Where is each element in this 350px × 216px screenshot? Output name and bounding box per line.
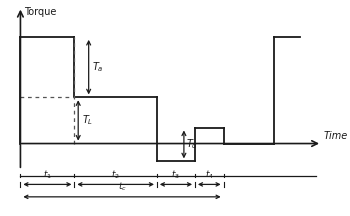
Text: $t_4$: $t_4$ [205,168,214,181]
Text: $t_2$: $t_2$ [111,168,120,181]
Text: Time: Time [323,131,348,141]
Text: $t_c$: $t_c$ [118,181,126,193]
Text: Torque: Torque [24,7,57,17]
Text: $T_a$: $T_a$ [92,60,104,74]
Text: $T_L$: $T_L$ [82,114,93,127]
Text: $T_d$: $T_d$ [187,138,199,151]
Text: $t_3$: $t_3$ [172,168,181,181]
Text: $t_1$: $t_1$ [43,168,52,181]
